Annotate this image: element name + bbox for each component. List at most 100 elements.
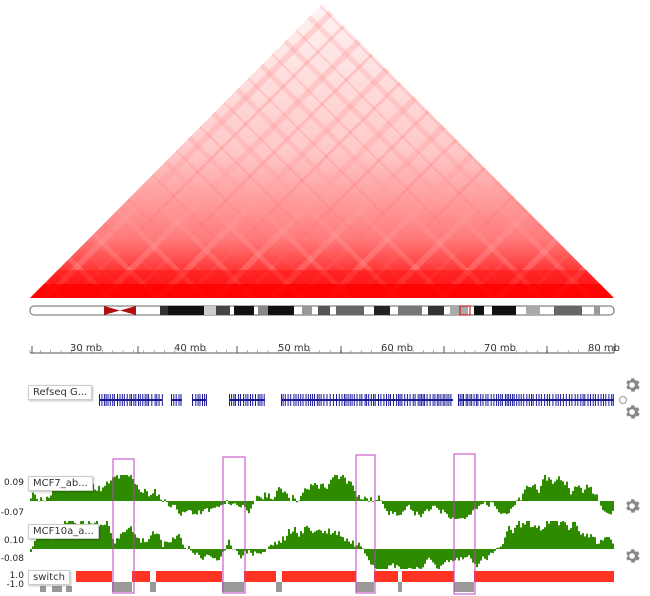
compartment-bar <box>572 490 574 501</box>
compartment-bar <box>578 531 580 549</box>
gear-icon[interactable] <box>624 377 640 393</box>
mcf10a-track-label[interactable]: MCF10a_a... <box>28 524 99 539</box>
switch-region-highlight[interactable] <box>222 456 246 594</box>
refseq-genes-track[interactable]: Refseq G... <box>0 377 650 420</box>
compartment-bar <box>462 501 464 519</box>
gene-feature[interactable] <box>205 394 207 406</box>
compartment-bar <box>200 549 202 559</box>
compartment-bar <box>600 539 602 549</box>
ruler-tick-60mb: 60 mb <box>381 343 413 354</box>
compartment-bar <box>166 541 168 549</box>
switch-gap <box>398 571 402 582</box>
settings-circle-icon[interactable] <box>619 396 627 404</box>
compartment-bar <box>514 527 516 549</box>
compartment-bar <box>596 544 598 549</box>
compartment-bar <box>308 527 310 549</box>
compartment-bar <box>478 501 480 506</box>
compartment-bar <box>250 501 252 509</box>
compartment-bar <box>520 500 522 501</box>
compartment-bar <box>284 540 286 549</box>
switch-gap <box>276 571 282 582</box>
compartment-bar <box>342 537 344 549</box>
compartment-bar <box>190 501 192 511</box>
compartment-bar <box>188 501 190 510</box>
compartment-bar <box>562 521 564 549</box>
compartment-bar <box>58 485 60 501</box>
compartment-bar <box>536 489 538 501</box>
compartment-bar <box>204 549 206 557</box>
compartment-bar <box>428 501 430 512</box>
switch-region-highlight[interactable] <box>112 458 135 594</box>
compartment-bar <box>116 475 118 501</box>
compartment-bar <box>422 501 424 514</box>
gear-icon[interactable] <box>624 548 640 564</box>
gear-icon[interactable] <box>624 498 640 514</box>
compartment-bar <box>78 489 80 501</box>
compartment-bar <box>466 549 468 557</box>
compartment-bar <box>138 538 140 549</box>
compartment-bar <box>240 549 242 559</box>
compartment-bar <box>484 549 486 559</box>
compartment-bar <box>336 535 338 549</box>
compartment-bar <box>370 549 372 565</box>
compartment-bar <box>604 501 606 512</box>
compartment-bar <box>478 549 480 564</box>
compartment-bar <box>98 485 100 501</box>
compartment-bar <box>368 501 370 502</box>
gene-span <box>229 399 265 401</box>
mcf7-track-label[interactable]: MCF7_ab... <box>28 476 93 491</box>
compartment-bar <box>230 545 232 549</box>
compartment-bar <box>580 534 582 549</box>
compartment-bar <box>396 501 398 516</box>
compartment-bar <box>442 549 444 565</box>
compartment-bar <box>120 475 122 501</box>
compartment-bar <box>98 526 100 549</box>
compartment-bar <box>322 533 324 549</box>
compartment-bar <box>82 486 84 501</box>
switch-track-label[interactable]: switch <box>28 570 70 585</box>
compartment-bar <box>114 543 116 549</box>
compartment-bar <box>602 501 604 511</box>
compartment-bar <box>482 501 484 504</box>
compartment-bar <box>500 501 502 514</box>
switch-region-highlight[interactable] <box>453 453 476 595</box>
gear-icon[interactable] <box>624 404 640 420</box>
compartment-bar <box>470 549 472 559</box>
compartment-bar <box>276 490 278 501</box>
compartment-bar <box>578 485 580 501</box>
compartment-bar <box>168 501 170 507</box>
compartment-bar <box>590 486 592 501</box>
compartment-bar <box>432 501 434 506</box>
compartment-bar <box>506 531 508 549</box>
switch-region-highlight[interactable] <box>355 454 376 594</box>
compartment-bar <box>124 532 126 549</box>
compartment-bar <box>538 492 540 501</box>
compartment-signal-plot[interactable] <box>0 450 650 596</box>
chromosome-ideogram[interactable] <box>0 300 650 322</box>
compartment-bar <box>242 549 244 556</box>
compartment-bar <box>348 541 350 549</box>
compartment-bar <box>44 530 46 549</box>
gene-feature[interactable] <box>161 394 163 406</box>
compartment-bar <box>160 499 162 501</box>
compartment-bar <box>608 537 610 549</box>
switch-gap <box>454 571 474 582</box>
compartment-bar <box>562 481 564 501</box>
compartment-bar <box>414 549 416 569</box>
compartment-bar <box>142 492 144 501</box>
compartment-bar <box>54 533 56 549</box>
compartment-bar <box>504 537 506 549</box>
compartment-bar <box>464 549 466 558</box>
compartment-bar <box>164 499 166 501</box>
refseq-track-label[interactable]: Refseq G... <box>28 385 93 400</box>
compartment-bar <box>596 494 598 501</box>
compartment-bar <box>402 549 404 569</box>
compartment-bar <box>66 486 68 501</box>
switch-scale-max: 1.0 <box>9 571 24 581</box>
hic-contact-heatmap[interactable] <box>0 0 650 300</box>
compartment-bar <box>502 544 504 549</box>
compartment-bar <box>306 525 308 549</box>
gene-span <box>171 399 182 401</box>
switch-negative-bar <box>66 586 72 592</box>
compartment-bar <box>294 527 296 549</box>
